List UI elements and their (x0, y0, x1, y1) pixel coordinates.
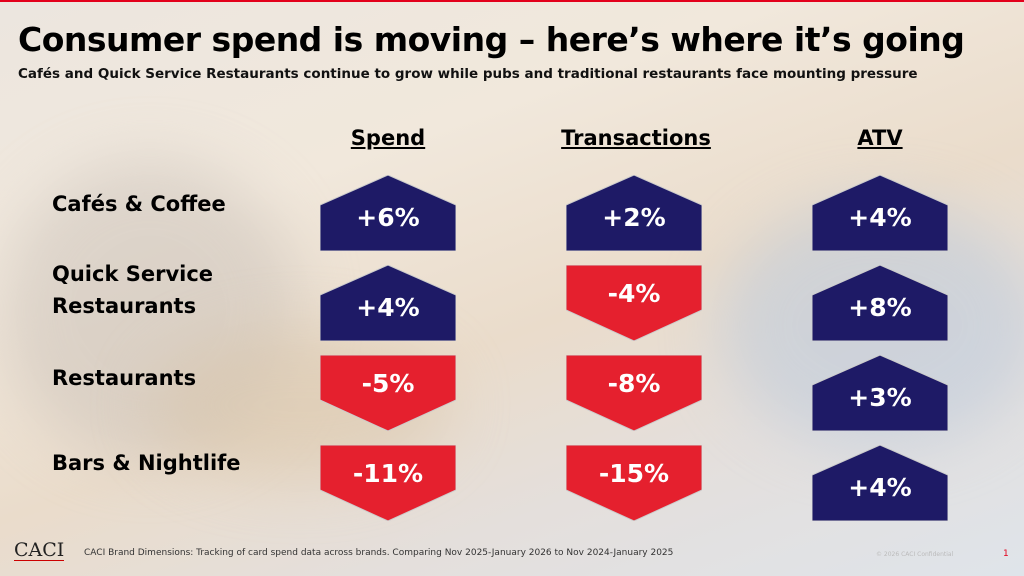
row-label-qsr: Quick Service Restaurants (52, 262, 214, 318)
row-label-cafes: Cafés & Coffee (52, 192, 226, 216)
value-label: -11% (352, 459, 424, 488)
down-arrow-restaurants-spend: -5% (320, 355, 456, 431)
arrow-shape (320, 445, 456, 521)
arrow-shape (320, 175, 456, 251)
column-header-spend: Spend (350, 126, 426, 150)
value-label: +6% (356, 203, 420, 232)
arrow-shape (812, 265, 948, 341)
value-label: -8% (607, 369, 661, 398)
up-arrow-bars-nightlife-atv: +4% (812, 445, 948, 521)
value-label: +2% (602, 203, 666, 232)
down-arrow-bars-nightlife-spend: -11% (320, 445, 456, 521)
value-label: -4% (607, 279, 661, 308)
up-arrow-restaurants-atv: +3% (812, 355, 948, 431)
arrow-shape (812, 175, 948, 251)
row-label-restaurants: Restaurants (52, 366, 197, 390)
arrow-shape (320, 265, 456, 341)
up-arrow-quick-service-restaurants-spend: +4% (320, 265, 456, 341)
arrow-shape (320, 355, 456, 431)
up-arrow-caf-s-coffee-atv: +4% (812, 175, 948, 251)
arrow-shape (566, 265, 702, 341)
value-label: +4% (356, 293, 420, 322)
column-header-transactions: Transactions (561, 126, 711, 150)
row-label-bars: Bars & Nightlife (52, 451, 241, 475)
value-label: -15% (598, 459, 670, 488)
column-header-atv: ATV (857, 126, 903, 150)
up-arrow-caf-s-coffee-spend: +6% (320, 175, 456, 251)
arrow-shape (566, 355, 702, 431)
arrow-shape (812, 445, 948, 521)
value-label: -5% (361, 369, 415, 398)
down-arrow-restaurants-transactions: -8% (566, 355, 702, 431)
page-number: 1 (1003, 549, 1009, 559)
source-note: CACI Brand Dimensions: Tracking of card … (84, 548, 674, 558)
caci-logo: CACI (14, 539, 65, 561)
arrow-shape (566, 445, 702, 521)
value-label: +8% (848, 293, 912, 322)
copyright: © 2026 CACI Confidential (876, 551, 954, 558)
top-rule (0, 0, 1024, 2)
value-label: +4% (848, 473, 912, 502)
value-label: +3% (848, 383, 912, 412)
up-arrow-caf-s-coffee-transactions: +2% (566, 175, 702, 251)
value-label: +4% (848, 203, 912, 232)
arrow-shape (566, 175, 702, 251)
arrow-shape (812, 355, 948, 431)
slide-subtitle: Cafés and Quick Service Restaurants cont… (18, 66, 918, 82)
slide-title: Consumer spend is moving – here’s where … (18, 20, 965, 59)
down-arrow-quick-service-restaurants-transactions: -4% (566, 265, 702, 341)
down-arrow-bars-nightlife-transactions: -15% (566, 445, 702, 521)
up-arrow-quick-service-restaurants-atv: +8% (812, 265, 948, 341)
